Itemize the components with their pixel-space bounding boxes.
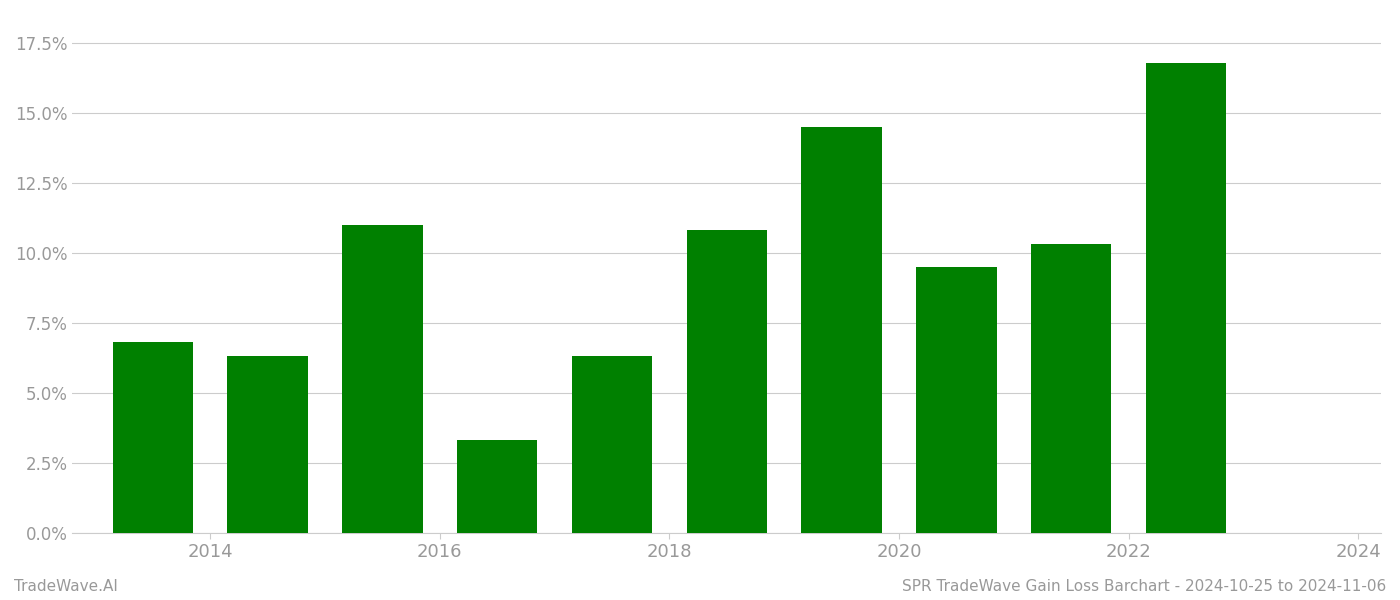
Bar — [112, 343, 193, 533]
Bar — [686, 230, 767, 533]
Bar — [456, 440, 538, 533]
Bar — [1145, 62, 1226, 533]
Bar — [1030, 244, 1112, 533]
Bar — [916, 267, 997, 533]
Bar — [227, 356, 308, 533]
Bar — [571, 356, 652, 533]
Bar — [342, 225, 423, 533]
Text: TradeWave.AI: TradeWave.AI — [14, 579, 118, 594]
Bar — [801, 127, 882, 533]
Text: SPR TradeWave Gain Loss Barchart - 2024-10-25 to 2024-11-06: SPR TradeWave Gain Loss Barchart - 2024-… — [902, 579, 1386, 594]
